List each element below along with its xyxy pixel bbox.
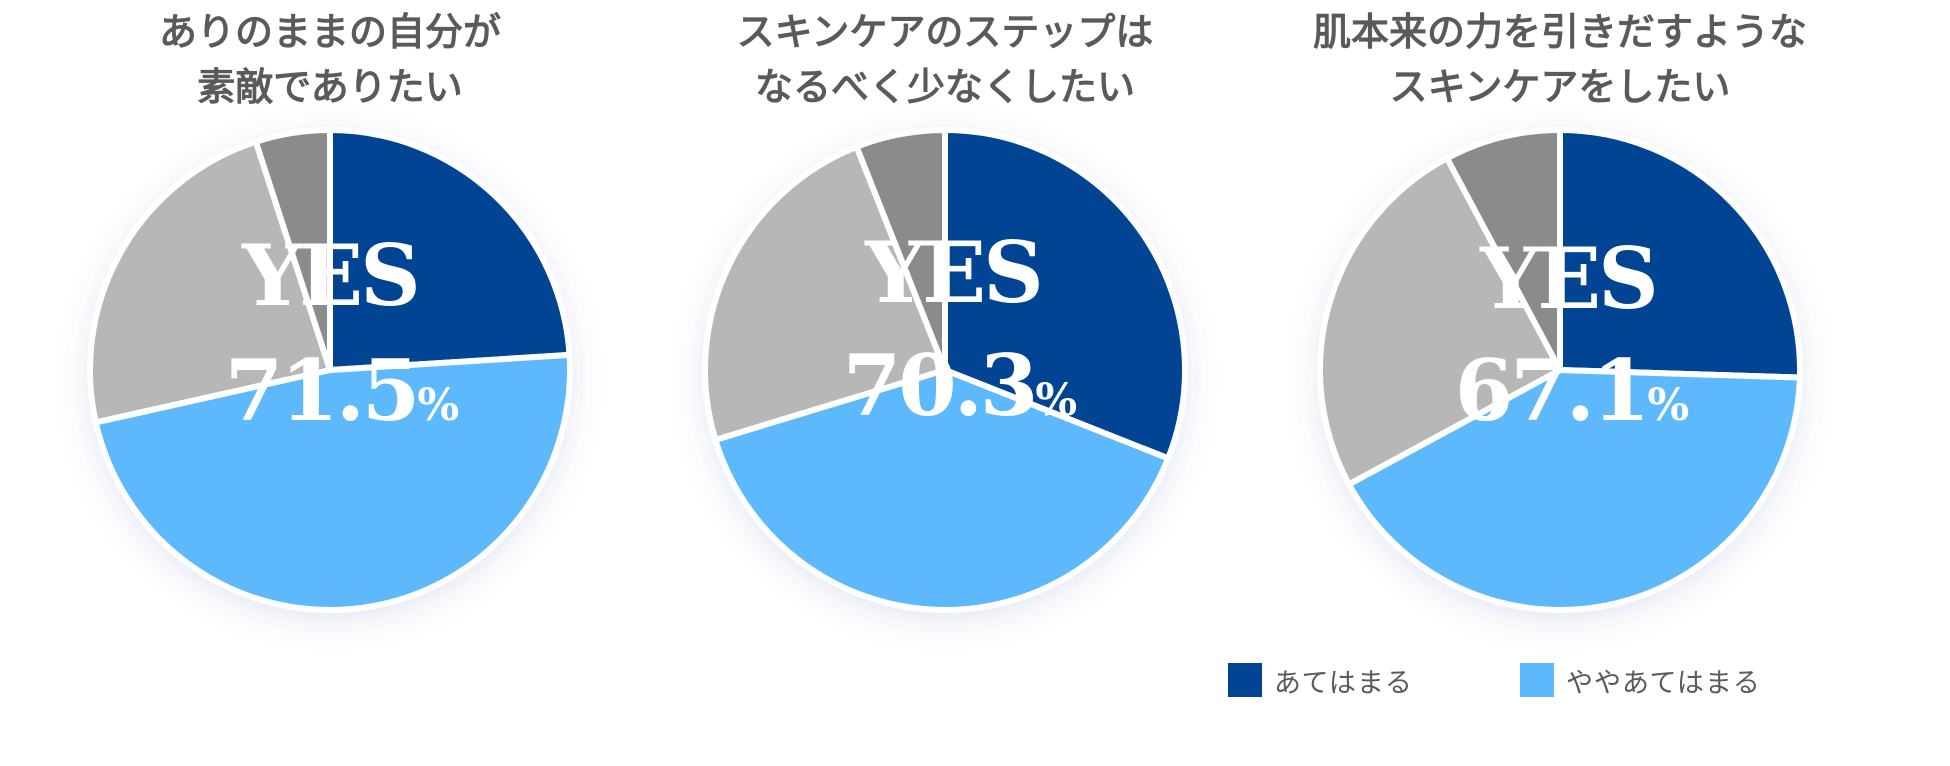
pie-2-slice-4 bbox=[852, 126, 948, 372]
chart-title-2-line-1: スキンケアのステップは bbox=[736, 10, 1154, 54]
chart-title-1: ありのままの自分が 素敵でありたい bbox=[20, 5, 640, 115]
percent-unit-2: % bbox=[1035, 375, 1077, 426]
chart-title-1-line-1: ありのままの自分が bbox=[158, 10, 501, 54]
chart-title-3: 肌本来の力を引きだすような スキンケアをしたい bbox=[1250, 5, 1870, 115]
legend-item-2: ややあてはまる bbox=[1520, 660, 1761, 700]
pie-2-slice-2 bbox=[711, 366, 1173, 613]
pie-slices-3 bbox=[1317, 126, 1803, 613]
legend-item-1: あてはまる bbox=[1228, 660, 1413, 700]
pie-slices-2 bbox=[702, 126, 1188, 613]
pie-1-slice-3 bbox=[87, 137, 334, 426]
pie-3-slice-1 bbox=[1557, 126, 1803, 381]
pie-2-slice-1 bbox=[942, 126, 1188, 463]
pie-1-slice-1 bbox=[327, 126, 573, 374]
pie-3-slice-2 bbox=[1344, 366, 1803, 613]
percent-label-1: 71.5% bbox=[225, 341, 459, 440]
legend-swatch-1 bbox=[1228, 663, 1262, 697]
chart-title-1-line-2: 素敵でありたい bbox=[197, 65, 463, 109]
pie-3-slice-3 bbox=[1317, 154, 1565, 489]
percent-value-2: 70.3 bbox=[843, 336, 1036, 435]
percent-value-1: 71.5 bbox=[225, 341, 418, 440]
chart-title-3-line-2: スキンケアをしたい bbox=[1389, 65, 1731, 109]
yes-label-1: YES bbox=[241, 226, 418, 325]
chart-panel-2: スキンケアのステップは なるべく少なくしたい YES 70.3% bbox=[635, 0, 1255, 650]
chart-title-2: スキンケアのステップは なるべく少なくしたい bbox=[635, 5, 1255, 115]
legend-label-2: ややあてはまる bbox=[1566, 667, 1761, 699]
legend: あてはまる ややあてはまる bbox=[1228, 660, 1868, 700]
pie-chart-1: YES 71.5% bbox=[87, 126, 573, 613]
legend-swatch-2 bbox=[1520, 663, 1554, 697]
percent-unit-3: % bbox=[1647, 380, 1689, 431]
chart-title-2-line-2: なるべく少なくしたい bbox=[754, 65, 1135, 109]
percent-label-2: 70.3% bbox=[843, 336, 1077, 435]
pie-1-slice-2 bbox=[92, 351, 573, 613]
percent-value-3: 67.1 bbox=[1455, 341, 1648, 440]
pie-1-slice-4 bbox=[252, 126, 333, 371]
yes-label-3: YES bbox=[1479, 229, 1656, 328]
pie-chart-2: YES 70.3% bbox=[702, 126, 1188, 613]
percent-label-3: 67.1% bbox=[1455, 341, 1689, 440]
legend-label-1: あてはまる bbox=[1274, 667, 1413, 699]
pie-chart-3: YES 67.1% bbox=[1317, 126, 1803, 613]
chart-panel-3: 肌本来の力を引きだすような スキンケアをしたい YES 67.1% bbox=[1250, 0, 1870, 650]
yes-label-2: YES bbox=[864, 223, 1041, 322]
pie-3-slice-4 bbox=[1442, 126, 1563, 372]
chart-panel-1: ありのままの自分が 素敵でありたい YES 71.5% bbox=[20, 0, 640, 650]
pie-slices-1 bbox=[87, 126, 573, 613]
percent-unit-1: % bbox=[417, 380, 459, 431]
chart-title-3-line-1: 肌本来の力を引きだすような bbox=[1312, 10, 1807, 54]
